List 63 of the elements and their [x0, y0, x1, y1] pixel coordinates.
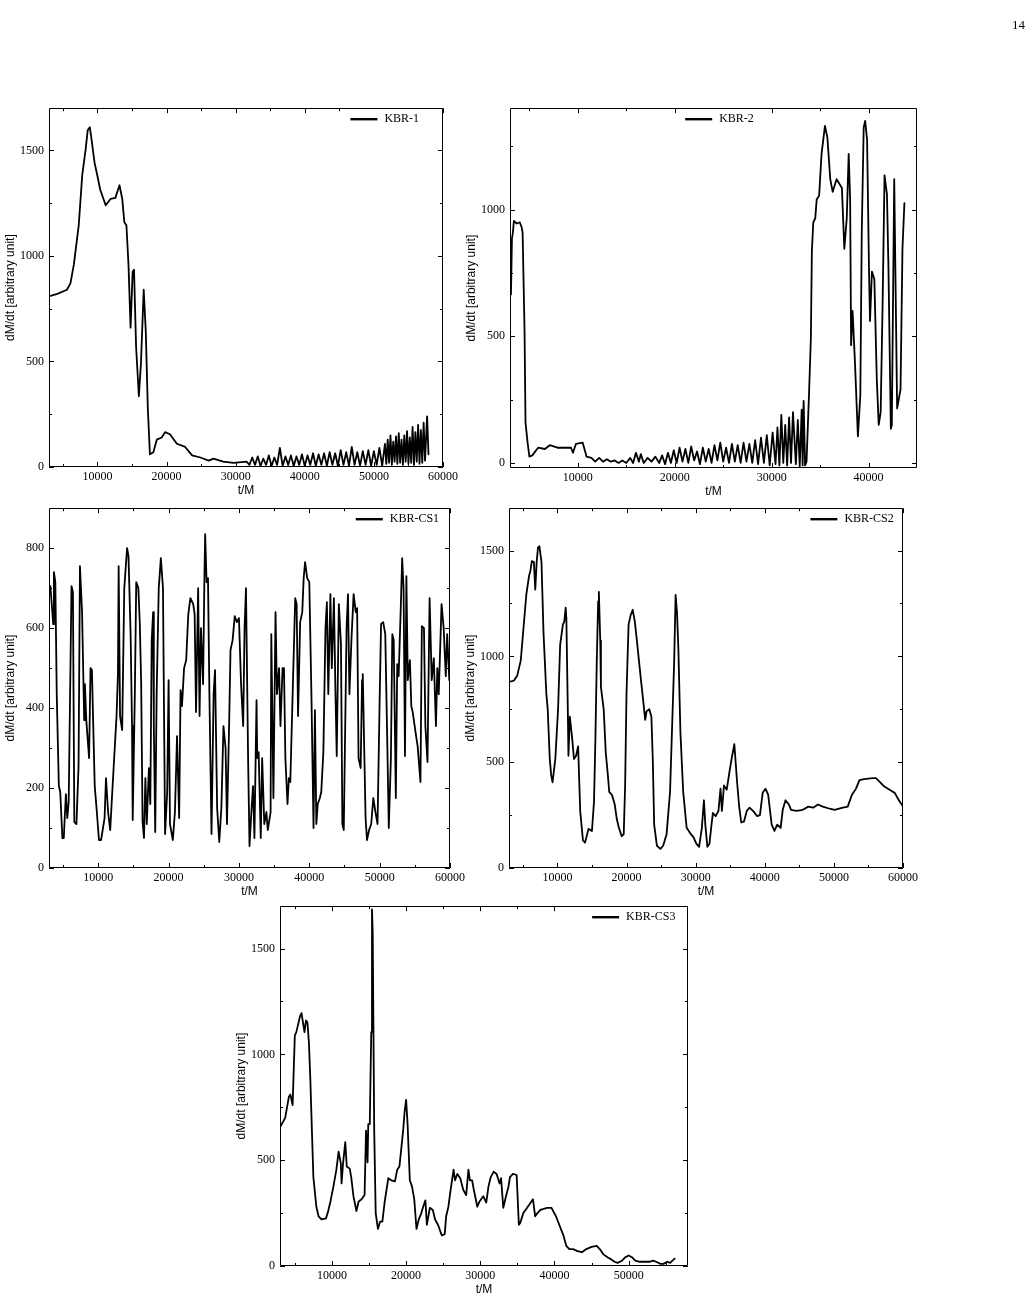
- x-tick-label: 60000: [888, 870, 918, 885]
- y-axis-title: dM/dt [arbitrary unit]: [462, 634, 477, 742]
- y-tick-label: 0: [38, 459, 44, 474]
- x-tick-label: 30000: [223, 870, 254, 885]
- x-tick-label: 10000: [542, 870, 573, 885]
- y-tick-label: 400: [26, 700, 44, 715]
- y-axis-title: dM/dt [arbitrary unit]: [2, 634, 17, 742]
- x-tick-label: 10000: [562, 470, 593, 485]
- y-tick-label: 500: [26, 353, 44, 368]
- y-tick-label: 0: [498, 860, 504, 875]
- x-tick-label: 50000: [364, 870, 395, 885]
- text: 14: [1012, 17, 1025, 32]
- x-tick-label: 50000: [613, 1268, 644, 1283]
- x-tick-label: 40000: [749, 870, 780, 885]
- y-tick-label: 800: [26, 540, 44, 555]
- y-tick-label: 1500: [480, 542, 504, 557]
- x-tick-label: 50000: [358, 469, 389, 484]
- x-tick-label: 30000: [220, 469, 251, 484]
- x-tick-label: 40000: [294, 870, 325, 885]
- x-tick-label: 20000: [611, 870, 642, 885]
- x-axis-title: t/M: [475, 1282, 493, 1297]
- x-tick-label: 30000: [756, 470, 787, 485]
- y-tick-label: 1000: [481, 201, 505, 216]
- x-tick-label: 10000: [82, 469, 113, 484]
- x-tick-label: 20000: [659, 470, 690, 485]
- x-tick-label: 60000: [428, 469, 458, 484]
- y-axis-title: dM/dt [arbitrary unit]: [233, 1032, 248, 1140]
- y-tick-label: 1500: [20, 142, 44, 157]
- x-tick-label: 30000: [680, 870, 711, 885]
- legend-label: KBR-CS2: [844, 511, 894, 526]
- x-axis-title: t/M: [237, 483, 255, 498]
- x-tick-label: 60000: [435, 870, 465, 885]
- x-tick-label: 10000: [83, 870, 114, 885]
- x-tick-label: 10000: [316, 1268, 347, 1283]
- y-tick-label: 200: [26, 780, 44, 795]
- y-tick-label: 1000: [251, 1046, 275, 1061]
- x-tick-label: 40000: [853, 470, 884, 485]
- legend-label: KBR-2: [719, 111, 754, 126]
- y-tick-label: 0: [269, 1258, 275, 1273]
- y-tick-label: 1000: [480, 648, 504, 663]
- x-tick-label: 20000: [391, 1268, 422, 1283]
- x-tick-label: 40000: [289, 469, 320, 484]
- y-tick-label: 1500: [251, 940, 275, 955]
- x-axis-title: t/M: [241, 884, 258, 899]
- x-tick-label: 20000: [151, 469, 182, 484]
- x-tick-label: 30000: [465, 1268, 496, 1283]
- y-tick-label: 1000: [20, 248, 44, 263]
- y-tick-label: 500: [487, 328, 505, 343]
- legend-label: KBR-CS1: [389, 511, 440, 526]
- y-tick-label: 500: [486, 754, 504, 769]
- x-axis-title: t/M: [697, 884, 715, 899]
- legend-label: KBR-CS3: [626, 909, 676, 924]
- y-tick-label: 0: [38, 860, 44, 875]
- x-tick-label: 20000: [153, 870, 184, 885]
- y-tick-label: 500: [257, 1152, 275, 1167]
- y-tick-label: 0: [499, 455, 505, 470]
- y-axis-title: dM/dt [arbitrary unit]: [2, 234, 17, 341]
- legend-label: KBR-1: [384, 111, 420, 126]
- x-tick-label: 40000: [539, 1268, 570, 1283]
- y-axis-title: dM/dt [arbitrary unit]: [463, 234, 478, 342]
- y-tick-label: 600: [26, 620, 44, 635]
- x-axis-title: t/M: [705, 484, 722, 499]
- x-tick-label: 50000: [818, 870, 849, 885]
